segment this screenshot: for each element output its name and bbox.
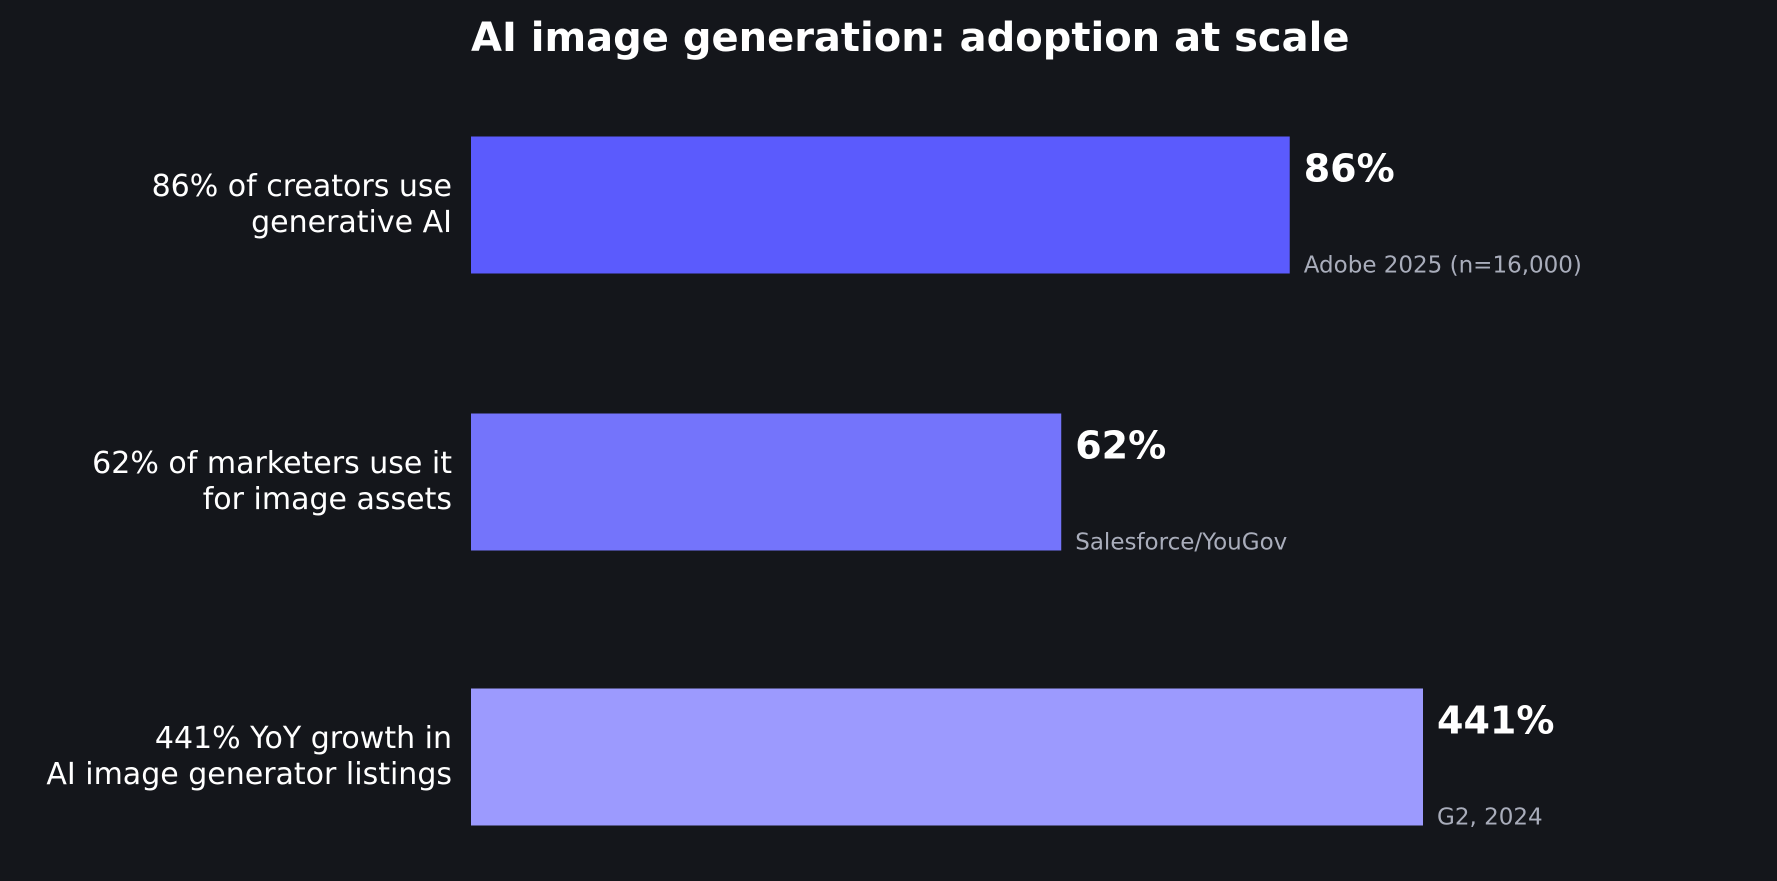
category-label: 62% of marketers use it for image assets — [92, 446, 452, 517]
category-line: 86% of creators use — [152, 169, 452, 204]
category-line: for image assets — [203, 482, 452, 517]
bar — [471, 136, 1290, 274]
source-note: Salesforce/YouGov — [1075, 530, 1287, 556]
bar — [471, 688, 1423, 826]
plot-area — [471, 136, 1423, 826]
category-line: 62% of marketers use it — [92, 446, 452, 481]
value-label: 62% — [1075, 424, 1166, 468]
category-line: 441% YoY growth in — [155, 721, 452, 756]
category-label: 441% YoY growth in AI image generator lis… — [46, 721, 452, 792]
category-label: 86% of creators use generative AI — [152, 169, 452, 240]
source-note: Adobe 2025 (n=16,000) — [1304, 253, 1582, 279]
chart-title: AI image generation: adoption at scale — [471, 15, 1349, 61]
category-line: AI image generator listings — [46, 757, 452, 792]
value-label: 86% — [1304, 147, 1395, 191]
category-line: generative AI — [251, 205, 452, 240]
value-label: 441% — [1437, 699, 1554, 743]
bar — [471, 413, 1062, 551]
source-note: G2, 2024 — [1437, 805, 1543, 831]
